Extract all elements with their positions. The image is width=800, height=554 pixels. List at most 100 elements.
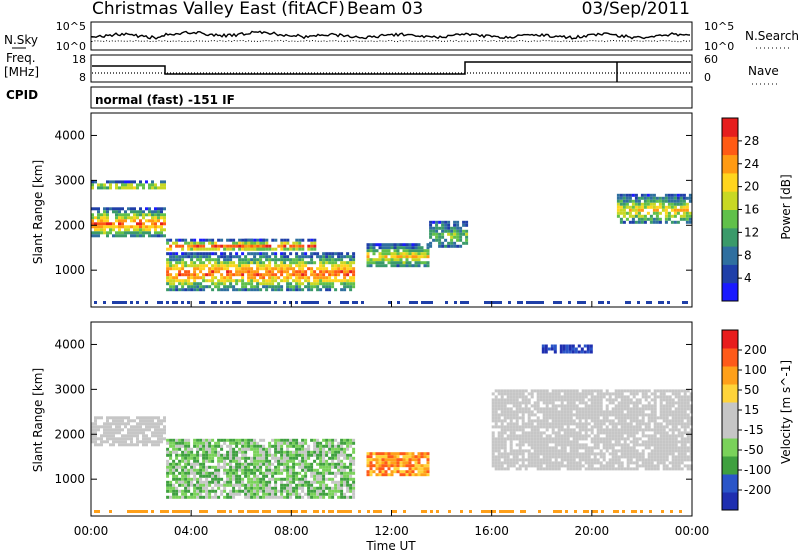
heatmap-cell — [244, 495, 248, 499]
heatmap-cell — [381, 467, 385, 471]
heatmap-cell — [527, 407, 531, 411]
heatmap-cell — [196, 462, 200, 466]
heatmap-cell — [580, 301, 583, 304]
heatmap-cell — [277, 441, 281, 445]
heatmap-cell — [202, 459, 206, 463]
heatmap-cell — [265, 489, 269, 493]
heatmap-cell — [172, 510, 175, 513]
heatmap-cell — [271, 282, 275, 286]
heatmap-cell — [563, 434, 567, 438]
heatmap-cell — [301, 288, 305, 292]
heatmap-cell — [674, 461, 678, 465]
heatmap-cell — [244, 282, 248, 286]
heatmap-cell — [181, 459, 185, 463]
heatmap-cell — [259, 264, 263, 268]
heatmap-cell — [94, 222, 97, 226]
heatmap-cell — [208, 258, 212, 262]
heatmap-cell — [211, 486, 215, 490]
heatmap-cell — [491, 410, 495, 414]
heatmap-cell — [578, 434, 582, 438]
heatmap-cell — [402, 458, 406, 462]
heatmap-cell — [343, 492, 347, 496]
heatmap-cell — [647, 434, 651, 438]
heatmap-cell — [569, 419, 573, 423]
heatmap-cell — [682, 301, 685, 304]
heatmap-cell — [190, 492, 194, 496]
heatmap-cell — [644, 422, 648, 426]
heatmap-cell — [283, 267, 287, 271]
heatmap-cell — [136, 443, 139, 447]
heatmap-cell — [530, 425, 534, 429]
heatmap-cell — [631, 193, 635, 197]
heatmap-cell — [121, 231, 124, 235]
heatmap-cell — [533, 449, 537, 453]
heatmap-cell — [232, 273, 236, 277]
heatmap-cell — [545, 389, 549, 393]
heatmap-cell — [659, 392, 663, 396]
heatmap-cell — [115, 428, 118, 432]
heatmap-cell — [178, 282, 182, 286]
heatmap-cell — [175, 273, 179, 277]
heatmap-cell — [334, 489, 338, 493]
heatmap-cell — [530, 419, 534, 423]
heatmap-cell — [169, 282, 173, 286]
heatmap-cell — [202, 273, 206, 277]
heatmap-cell — [295, 244, 299, 248]
heatmap-cell — [628, 205, 632, 209]
heatmap-cell — [453, 226, 457, 230]
heatmap-cell — [494, 455, 498, 459]
heatmap-cell — [142, 213, 145, 217]
heatmap-cell — [262, 255, 266, 259]
heatmap-cell — [369, 243, 373, 247]
heatmap-cell — [253, 288, 257, 292]
heatmap-cell — [521, 449, 525, 453]
heatmap-cell — [462, 241, 466, 245]
heatmap-cell — [343, 462, 347, 466]
heatmap-cell — [187, 510, 190, 513]
heatmap-cell — [178, 462, 182, 466]
heatmap-cell — [563, 455, 567, 459]
heatmap-cell — [523, 510, 526, 513]
heatmap-cell — [247, 247, 251, 251]
heatmap-cell — [355, 301, 358, 304]
heatmap-cell — [346, 264, 350, 268]
y-tick-label: 1000 — [54, 472, 85, 486]
heatmap-cell — [506, 452, 510, 456]
heatmap-cell — [226, 453, 230, 457]
heatmap-cell — [394, 510, 397, 513]
heatmap-cell — [337, 252, 341, 256]
heatmap-cell — [530, 410, 534, 414]
heatmap-cell — [620, 398, 624, 402]
heatmap-cell — [521, 464, 525, 468]
heatmap-cell — [572, 467, 576, 471]
heatmap-cell — [331, 510, 334, 513]
heatmap-cell — [405, 458, 409, 462]
heatmap-cell — [301, 480, 305, 484]
heatmap-cell — [286, 285, 290, 289]
heatmap-cell — [667, 211, 671, 215]
heatmap-cell — [226, 258, 230, 262]
heatmap-cell — [253, 438, 257, 442]
heatmap-cell — [676, 199, 680, 203]
heatmap-cell — [136, 425, 139, 429]
heatmap-cell — [608, 464, 612, 468]
heatmap-cell — [235, 456, 239, 460]
heatmap-cell — [586, 344, 590, 348]
heatmap-cell — [181, 468, 185, 472]
heatmap-cell — [304, 459, 308, 463]
heatmap-cell — [674, 416, 678, 420]
heatmap-cell — [632, 431, 636, 435]
heatmap-cell — [154, 228, 157, 232]
heatmap-cell — [644, 389, 648, 393]
heatmap-cell — [232, 301, 235, 304]
heatmap-cell — [656, 452, 660, 456]
heatmap-cell — [304, 465, 308, 469]
heatmap-cell — [157, 231, 160, 235]
heatmap-cell — [536, 419, 540, 423]
heatmap-cell — [626, 458, 630, 462]
heatmap-cell — [614, 437, 618, 441]
heatmap-cell — [689, 422, 693, 426]
heatmap-cell — [539, 458, 543, 462]
heatmap-cell — [617, 449, 621, 453]
heatmap-cell — [589, 350, 593, 354]
